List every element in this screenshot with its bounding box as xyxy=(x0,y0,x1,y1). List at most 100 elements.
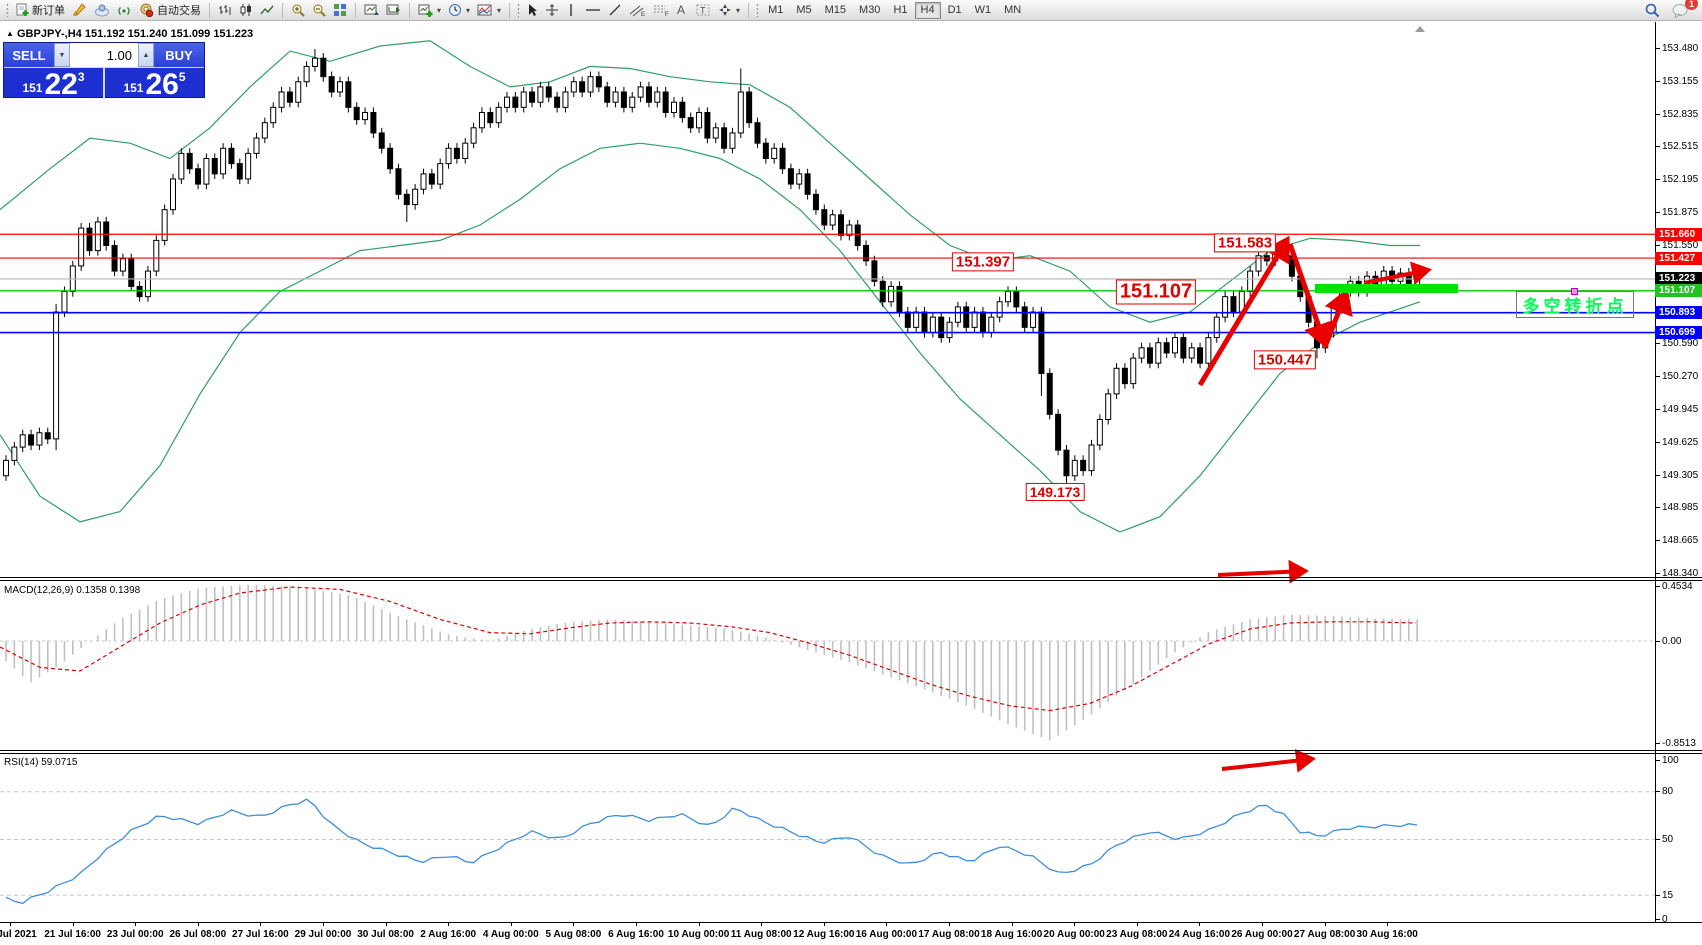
buy-button[interactable]: BUY xyxy=(154,43,204,67)
candle xyxy=(170,178,176,211)
candle xyxy=(1247,270,1254,293)
tile-windows-button[interactable] xyxy=(330,1,350,19)
time-axis-label: 29 Jul 00:00 xyxy=(294,929,352,940)
new-chart-button[interactable]: ▾ xyxy=(415,1,444,19)
candle xyxy=(645,86,652,103)
time-axis[interactable]: 20 Jul 2021 21 Jul 16:00 23 Jul 00:00 26 Ju… xyxy=(0,922,1702,945)
timeframe-button-h4[interactable]: H4 xyxy=(914,1,941,19)
candle xyxy=(704,111,711,139)
trendline-tool-button[interactable] xyxy=(605,1,625,19)
indicators-button[interactable]: ▾ xyxy=(474,1,504,19)
price-annotation-label[interactable]: 149.173 xyxy=(1025,482,1085,502)
price-axis-tick: 149.625 xyxy=(1656,436,1702,448)
candlestick-icon xyxy=(239,3,253,17)
timeframe-button-d1[interactable]: D1 xyxy=(942,2,968,19)
macd-trend-arrow[interactable] xyxy=(1217,559,1309,584)
profiles-button[interactable]: ▾ xyxy=(445,1,473,19)
fibonacci-tool-button[interactable]: F xyxy=(650,1,673,19)
candle xyxy=(662,91,669,113)
candle xyxy=(1213,316,1220,339)
note-anchor-handle[interactable] xyxy=(1571,288,1578,295)
zoom-out-button[interactable] xyxy=(309,1,329,19)
price-axis-value: 153.155 xyxy=(1662,75,1699,87)
rebound-arrow[interactable] xyxy=(1322,288,1353,348)
tick-mark xyxy=(1656,759,1660,761)
candle xyxy=(963,306,970,328)
turning-point-note[interactable]: 多空转折点 xyxy=(1516,291,1634,318)
community-button[interactable] xyxy=(91,1,113,19)
timeframe-button-w1[interactable]: W1 xyxy=(969,2,998,19)
panel-separator[interactable] xyxy=(0,577,1702,578)
toolbar-separator xyxy=(748,2,750,18)
support-zone-bar[interactable] xyxy=(1315,284,1458,293)
rally-arrow[interactable] xyxy=(1197,235,1290,387)
price-annotation-label[interactable]: 151.107 xyxy=(1115,279,1197,305)
timeframe-button-m1[interactable]: M1 xyxy=(762,2,789,19)
sell-button[interactable]: SELL xyxy=(4,43,54,67)
auto-arrange-button[interactable] xyxy=(361,1,382,19)
candle xyxy=(295,81,302,103)
rsi-trend-arrow[interactable] xyxy=(1221,748,1316,773)
volume-increase-button[interactable]: ▲ xyxy=(138,43,154,67)
time-axis-tick xyxy=(761,923,763,926)
arrows-tool-button[interactable]: ▾ xyxy=(715,1,743,19)
price-annotation-label[interactable]: 151.583 xyxy=(1213,233,1277,253)
panel-separator[interactable] xyxy=(0,750,1702,751)
signal-button[interactable] xyxy=(114,1,135,19)
line-chart-button[interactable] xyxy=(257,1,277,19)
price-axis-tick: 150.270 xyxy=(1656,370,1702,382)
buy-price[interactable]: 151 26 5 xyxy=(105,68,204,100)
timeframe-button-mn[interactable]: MN xyxy=(998,2,1027,19)
time-axis-tick xyxy=(1387,923,1389,926)
candle xyxy=(253,137,260,154)
price-axis-tick: 152.195 xyxy=(1656,173,1702,185)
candle xyxy=(203,158,210,185)
sell-big-figure: 151 xyxy=(22,81,43,95)
timeframe-button-h1[interactable]: H1 xyxy=(887,2,913,19)
bar-chart-button[interactable] xyxy=(215,1,235,19)
vertical-line-tool-button[interactable] xyxy=(563,1,581,19)
candle xyxy=(303,65,310,83)
chart-shift-marker-icon[interactable] xyxy=(1415,26,1425,32)
ohlc-values: 151.192 151.240 151.099 151.223 xyxy=(84,28,254,40)
price-annotation-label[interactable]: 151.397 xyxy=(951,252,1015,272)
cursor-tool-button[interactable] xyxy=(523,1,541,19)
sell-price[interactable]: 151 22 3 xyxy=(4,68,105,100)
toolbar-right-group: 1 xyxy=(1641,0,1698,19)
tick-mark xyxy=(1656,441,1660,443)
svg-text:T: T xyxy=(700,6,706,16)
zoom-in-button[interactable] xyxy=(288,1,308,19)
candle xyxy=(829,214,836,226)
channel-tool-button[interactable]: E xyxy=(626,1,649,19)
rsi-axis-tick: 15 xyxy=(1656,889,1702,901)
pullback-arrow[interactable] xyxy=(1287,243,1333,349)
candle xyxy=(345,81,352,108)
crosshair-tool-button[interactable] xyxy=(542,1,562,19)
drift-up-arrow[interactable] xyxy=(1363,261,1432,285)
chart-canvas xyxy=(0,26,1655,905)
candlestick-chart-button[interactable] xyxy=(236,1,256,19)
price-annotation-label[interactable]: 150.447 xyxy=(1253,350,1317,370)
timeframe-button-m5[interactable]: M5 xyxy=(790,2,817,19)
tick-mark xyxy=(1656,211,1660,213)
price-axis-tick: 151.550 xyxy=(1656,239,1702,251)
timeframe-button-m30[interactable]: M30 xyxy=(853,2,886,19)
crayon-tool-button[interactable] xyxy=(69,1,90,19)
step-forward-button[interactable] xyxy=(383,1,404,19)
chat-button[interactable]: 1 xyxy=(1669,0,1698,19)
panel-separator xyxy=(0,753,1702,754)
text-tool-button[interactable]: A xyxy=(674,1,692,19)
candle xyxy=(420,173,427,190)
volume-decrease-button[interactable]: ▼ xyxy=(54,43,70,67)
autotrading-button[interactable]: 自动交易 xyxy=(136,1,204,19)
candle xyxy=(320,57,327,78)
candle xyxy=(1046,372,1053,415)
new-order-button[interactable]: 新订单 xyxy=(12,1,68,19)
horizontal-line-tool-button[interactable] xyxy=(582,1,604,19)
time-axis-tick xyxy=(1136,923,1138,926)
label-tool-button[interactable]: T xyxy=(693,1,714,19)
volume-input[interactable]: 1.00 xyxy=(70,43,138,67)
timeframe-button-m15[interactable]: M15 xyxy=(819,2,852,19)
time-axis-label: 16 Aug 00:00 xyxy=(855,929,918,940)
search-button[interactable] xyxy=(1641,1,1663,19)
